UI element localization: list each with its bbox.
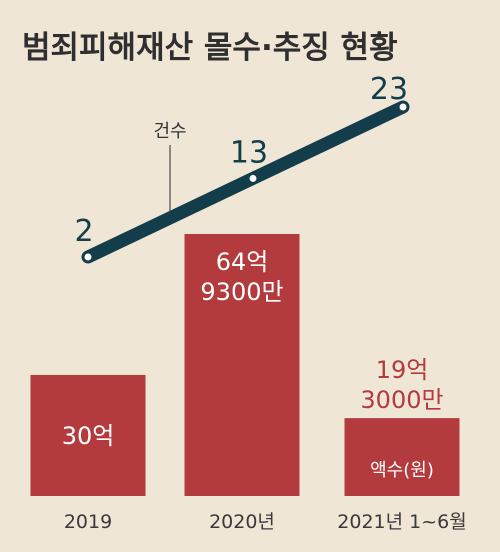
x-tick-label-1: 2019	[64, 511, 112, 533]
bar-2	[184, 234, 300, 496]
count-value-label-1: 2	[74, 214, 93, 249]
bar-3	[344, 418, 460, 496]
x-tick-label-2: 2020년	[209, 511, 275, 533]
count-value-label-3: 23	[370, 72, 408, 107]
count-point-3	[398, 102, 408, 112]
count-value-label-2: 13	[230, 135, 268, 170]
bar-1	[30, 374, 146, 496]
bar-value-label-2: 9300만	[200, 278, 283, 306]
bar-series-label: 액수(원)	[370, 460, 434, 481]
bar-value-label-1: 30억	[62, 422, 115, 450]
bar-value-label-3: 19억	[376, 356, 429, 384]
bar-value-label-3: 3000만	[360, 386, 443, 414]
bar-value-label-2: 64억	[216, 248, 269, 276]
chart-title: 범죄피해재산 몰수·추징 현황	[22, 30, 398, 66]
x-tick-label-3: 2021년 1~6월	[337, 511, 466, 533]
line-series-label: 건수	[153, 121, 186, 142]
count-point-2	[248, 173, 258, 183]
count-point-1	[83, 252, 93, 262]
